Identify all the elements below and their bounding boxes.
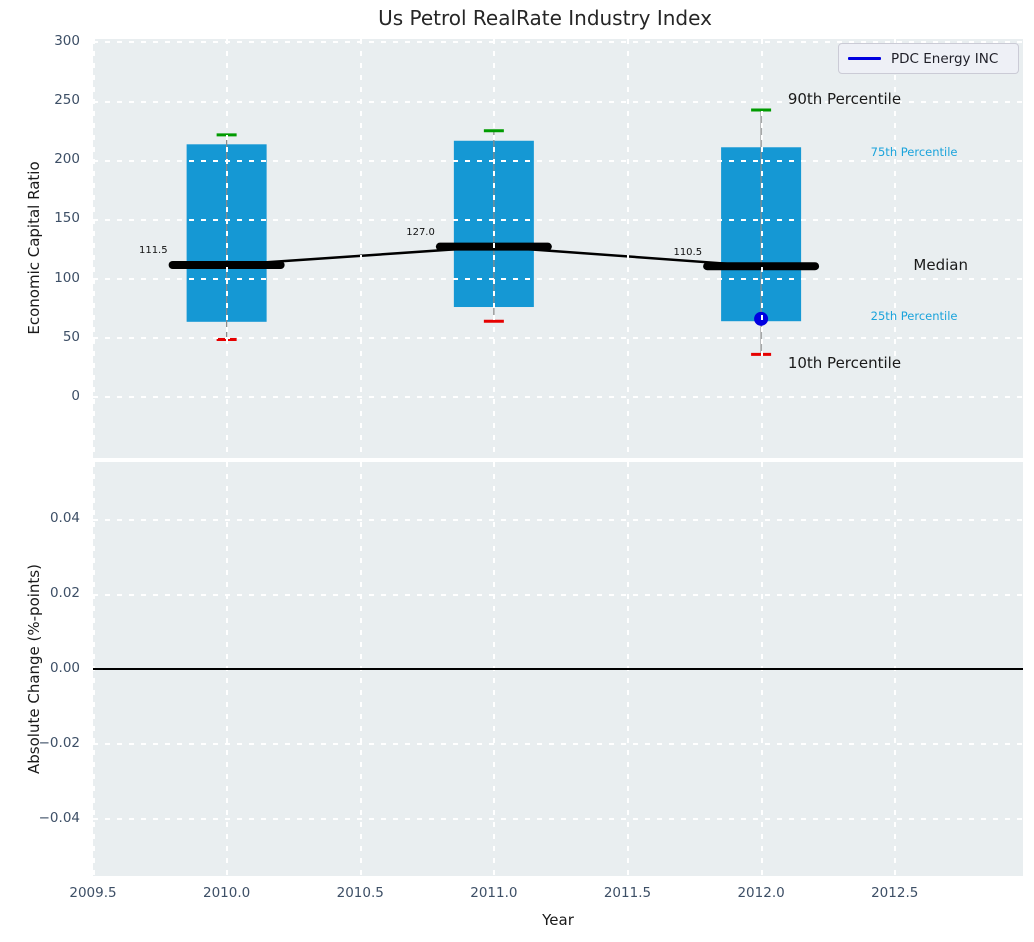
- x-tick-label: 2012.0: [737, 885, 785, 901]
- y-tick-label: 0: [71, 387, 80, 404]
- x-axis-label: Year: [542, 911, 574, 929]
- gridline: [93, 518, 1023, 521]
- median-value-label: 127.0: [406, 227, 435, 239]
- gridline: [894, 39, 897, 458]
- gridline: [93, 100, 1023, 103]
- percentile-annotation: 75th Percentile: [870, 145, 958, 160]
- y-tick-label: 0.00: [49, 660, 80, 676]
- y-tick-label: 300: [54, 32, 80, 49]
- gridline: [359, 39, 362, 458]
- gridline: [93, 41, 1023, 44]
- gridline: [93, 337, 1023, 340]
- percentile-annotation: Median: [913, 256, 968, 275]
- gridline: [226, 39, 229, 458]
- gridline: [93, 278, 1023, 281]
- y-tick-label: 0.02: [49, 585, 80, 602]
- gridline: [93, 593, 1023, 596]
- x-tick-label: 2012.5: [871, 885, 919, 901]
- x-tick-label: 2011.5: [603, 885, 652, 901]
- y-tick-label: −0.04: [38, 809, 80, 826]
- zero-baseline: [93, 668, 1023, 670]
- x-tick-label: 2009.5: [69, 885, 117, 901]
- gridline: [93, 396, 1023, 399]
- y-tick-label: 150: [54, 210, 80, 227]
- legend-label: PDC Energy INC: [891, 50, 999, 67]
- y-tick-label: −0.02: [38, 734, 80, 751]
- x-tick-label: 2011.0: [470, 885, 518, 901]
- median-value-label: 110.5: [673, 246, 703, 258]
- gridline: [93, 218, 1023, 221]
- y-tick-label: 0.04: [49, 510, 80, 527]
- y-tick-label: 100: [54, 269, 80, 286]
- gridline: [626, 39, 629, 458]
- y-tick-label: 200: [54, 151, 80, 168]
- median-value-label: 111.5: [138, 245, 168, 257]
- percentile-annotation: 10th Percentile: [787, 354, 902, 372]
- gridline: [93, 743, 1023, 746]
- top-plot-area: [93, 39, 1023, 458]
- gridline: [760, 39, 763, 458]
- x-tick-label: 2010.5: [336, 885, 384, 901]
- legend: PDC Energy INC: [838, 43, 1019, 74]
- y-tick-label: 250: [54, 92, 80, 109]
- chart-title: Us Petrol RealRate Industry Index: [378, 6, 712, 30]
- gridline: [93, 159, 1023, 162]
- gridline: [493, 39, 496, 458]
- gridline: [93, 39, 95, 458]
- x-tick-label: 2010.0: [202, 885, 251, 901]
- legend-line-swatch: [848, 57, 881, 60]
- gridline: [93, 818, 1023, 821]
- percentile-annotation: 25th Percentile: [870, 309, 958, 324]
- y-tick-label: 50: [62, 328, 80, 345]
- percentile-annotation: 90th Percentile: [787, 90, 902, 109]
- top-y-axis-label: Economic Capital Ratio: [25, 161, 43, 335]
